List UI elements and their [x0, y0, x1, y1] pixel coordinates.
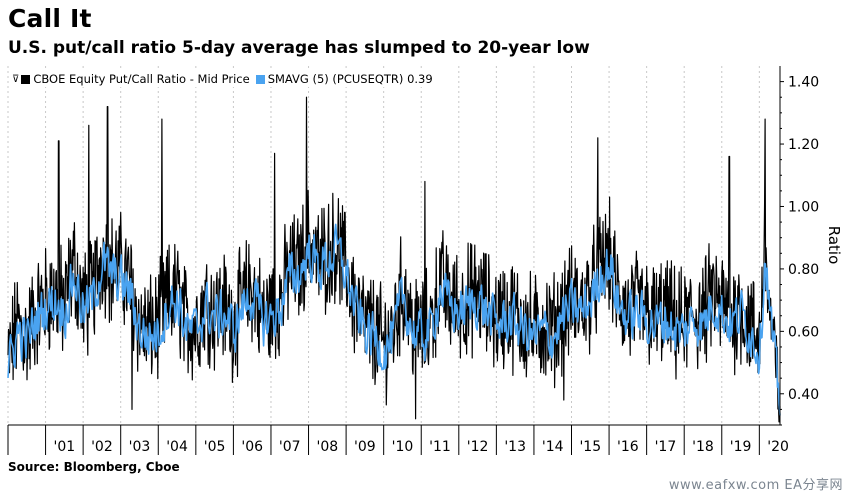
source-note: Source: Bloomberg, Cboe	[8, 460, 180, 474]
y-tick-label: 0.40	[788, 387, 819, 403]
legend-item-blue: SMAVG (5) (PCUSEQTR) 0.39	[255, 72, 433, 86]
x-tick-label: '16	[617, 439, 639, 455]
x-tick-label: '01	[54, 439, 76, 455]
x-tick-label: '10	[392, 439, 414, 455]
x-tick-label: '14	[542, 439, 564, 455]
x-tick-label: '03	[129, 439, 151, 455]
y-tick-label: 0.80	[788, 262, 819, 278]
legend-item-black: ⊽ CBOE Equity Put/Call Ratio - Mid Price	[12, 72, 250, 86]
chart-subtitle: U.S. put/call ratio 5-day average has sl…	[8, 38, 590, 58]
legend-swatch-blue	[255, 74, 265, 84]
x-tick-label: '12	[467, 439, 489, 455]
x-tick-label: '09	[354, 439, 376, 455]
chart-title: Call It	[8, 4, 92, 33]
series-line-putcall-ratio	[7, 96, 781, 423]
x-tick-label: '11	[429, 439, 451, 455]
series-line-smavg	[7, 223, 781, 416]
legend-glyph-icon: ⊽	[12, 73, 20, 85]
y-axis-label: Ratio	[825, 226, 843, 265]
y-tick-label: 1.20	[788, 137, 819, 153]
watermark: www.eafxw.com EA分享网	[668, 478, 843, 493]
x-tick-label: '17	[655, 439, 677, 455]
x-tick-label: '15	[579, 439, 601, 455]
legend-label-blue: SMAVG (5) (PCUSEQTR) 0.39	[267, 72, 433, 86]
x-tick-label: '02	[91, 439, 113, 455]
x-tick-label: '18	[692, 439, 714, 455]
x-tick-label: '05	[204, 439, 226, 455]
x-tick-label: '04	[166, 439, 188, 455]
chart-legend: ⊽ CBOE Equity Put/Call Ratio - Mid Price…	[12, 71, 443, 87]
x-tick-label: '19	[730, 439, 752, 455]
x-tick-label: '13	[504, 439, 526, 455]
x-tick-label: '06	[241, 439, 263, 455]
y-tick-label: 1.40	[788, 75, 819, 91]
legend-swatch-black	[21, 74, 31, 84]
x-tick-label: '07	[279, 439, 301, 455]
x-tick-label: '20	[767, 439, 789, 455]
legend-label-black: CBOE Equity Put/Call Ratio - Mid Price	[33, 72, 250, 86]
y-tick-label: 1.00	[788, 199, 819, 215]
y-tick-label: 0.60	[788, 324, 819, 340]
x-tick-label: '08	[316, 439, 338, 455]
